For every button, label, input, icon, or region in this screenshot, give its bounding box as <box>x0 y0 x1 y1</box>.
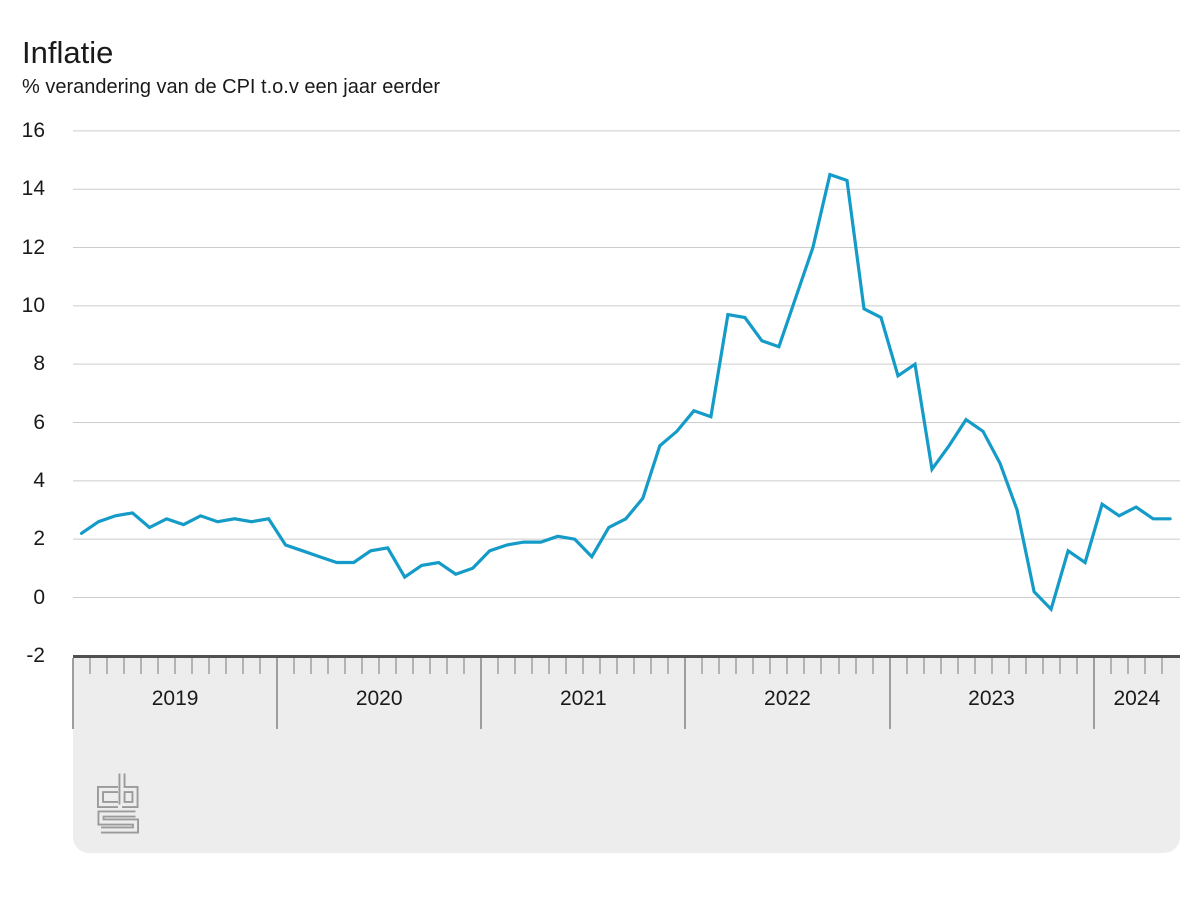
y-tick-label: 14 <box>21 177 45 201</box>
month-tick <box>378 658 381 674</box>
month-tick <box>616 658 619 674</box>
month-tick <box>531 658 534 674</box>
year-label-2019: 2019 <box>151 687 199 710</box>
month-tick <box>327 658 330 674</box>
y-tick-label: 0 <box>33 585 45 609</box>
month-tick <box>1109 658 1112 674</box>
month-tick <box>1058 658 1061 674</box>
month-tick <box>514 658 517 674</box>
month-tick <box>718 658 721 674</box>
month-tick <box>293 658 296 674</box>
month-tick <box>1041 658 1044 674</box>
month-tick <box>310 658 313 674</box>
month-tick <box>735 658 738 674</box>
year-label-2021: 2021 <box>559 687 607 710</box>
month-tick <box>1126 658 1129 674</box>
y-tick-label: 8 <box>33 352 45 376</box>
year-boundary-tick <box>684 658 687 729</box>
month-tick <box>225 658 228 674</box>
month-tick <box>344 658 347 674</box>
month-tick <box>752 658 755 674</box>
month-tick <box>174 658 177 674</box>
month-tick <box>871 658 874 674</box>
month-tick <box>565 658 568 674</box>
year-boundary-tick <box>1092 658 1095 729</box>
month-tick <box>89 658 91 674</box>
month-tick <box>429 658 432 674</box>
month-tick <box>157 658 160 674</box>
month-tick <box>140 658 142 674</box>
month-tick <box>956 658 959 674</box>
month-tick <box>548 658 551 674</box>
year-label-2020: 2020 <box>355 687 403 710</box>
month-tick <box>361 658 364 674</box>
year-boundary-tick <box>888 658 891 729</box>
month-tick <box>633 658 636 674</box>
month-tick <box>497 658 500 674</box>
y-tick-label: 16 <box>21 118 45 142</box>
month-tick <box>259 658 262 674</box>
month-tick <box>242 658 245 674</box>
line-chart-plot <box>73 130 1180 613</box>
month-tick <box>701 658 704 674</box>
y-tick-label: 10 <box>21 293 45 317</box>
year-label-2024: 2024 <box>1113 687 1161 710</box>
month-tick <box>939 658 942 674</box>
cbs-logo-icon <box>97 773 139 834</box>
month-tick <box>854 658 857 674</box>
month-tick <box>922 658 925 674</box>
year-boundary-tick <box>276 658 279 729</box>
month-tick <box>1143 658 1146 674</box>
month-tick <box>820 658 823 674</box>
month-tick <box>786 658 789 674</box>
month-tick <box>463 658 466 674</box>
month-tick <box>446 658 449 674</box>
y-tick-label: 6 <box>33 410 45 434</box>
month-tick <box>582 658 585 674</box>
chart-subtitle: % verandering van de CPI t.o.v een jaar … <box>22 76 441 98</box>
month-tick <box>599 658 602 674</box>
month-tick <box>803 658 806 674</box>
month-tick <box>1160 658 1163 674</box>
month-tick <box>1075 658 1078 674</box>
y-tick-label: 4 <box>33 468 45 492</box>
month-tick <box>650 658 653 674</box>
month-tick <box>973 658 976 674</box>
page-title: Inflatie <box>22 34 114 70</box>
month-tick <box>1007 658 1010 674</box>
month-tick <box>990 658 993 674</box>
x-axis-band: 2019 2020 2021 2022 2023 2024 <box>72 655 1180 853</box>
month-tick <box>1024 658 1027 674</box>
month-tick <box>191 658 194 674</box>
month-tick <box>106 658 108 674</box>
month-tick <box>395 658 398 674</box>
year-label-2022: 2022 <box>764 687 811 710</box>
year-label-2023: 2023 <box>968 687 1015 710</box>
inflation-line <box>79 172 1172 613</box>
month-tick <box>769 658 772 674</box>
y-tick-label: 2 <box>33 527 45 551</box>
year-boundary-tick <box>480 658 483 729</box>
year-boundary-tick <box>72 658 74 729</box>
month-tick <box>412 658 415 674</box>
month-tick <box>208 658 211 674</box>
y-tick-label: 12 <box>21 235 45 259</box>
month-tick <box>837 658 840 674</box>
month-tick <box>123 658 125 674</box>
month-tick <box>667 658 670 674</box>
y-tick-label: -2 <box>26 643 45 667</box>
month-tick <box>905 658 908 674</box>
